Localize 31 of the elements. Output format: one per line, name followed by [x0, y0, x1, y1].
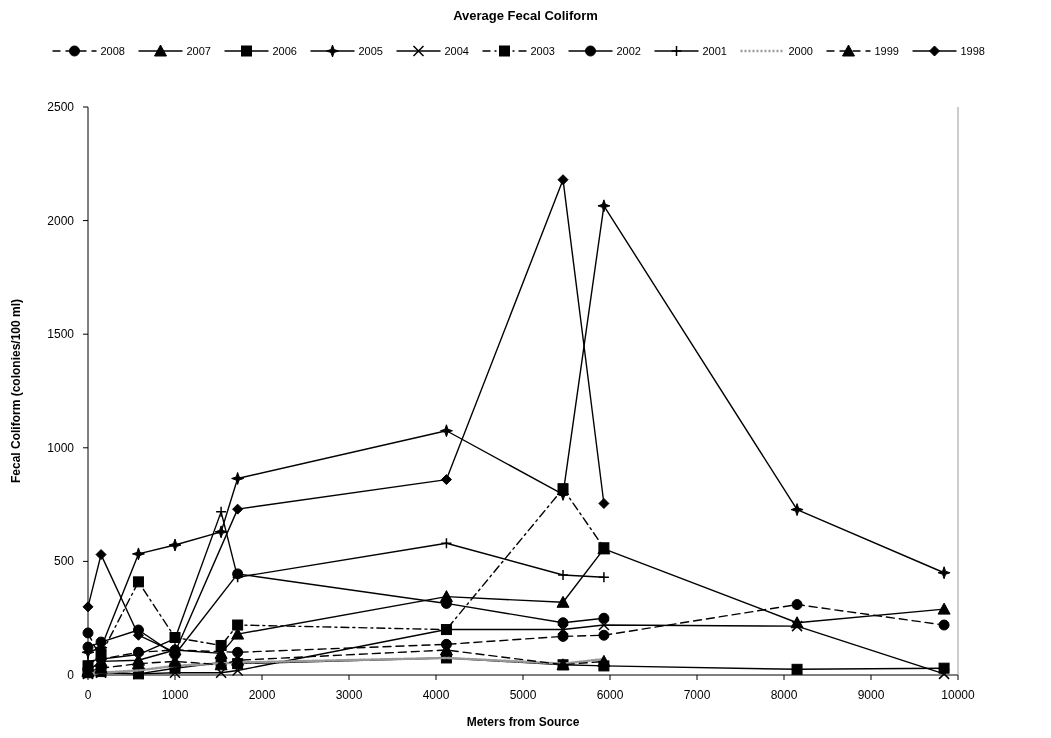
x-tick-label: 8000	[770, 688, 798, 702]
legend-label: 2005	[358, 45, 383, 57]
chart-title: Average Fecal Coliform	[453, 8, 598, 23]
x-tick-label: 10000	[941, 688, 976, 702]
y-tick-label: 500	[53, 554, 75, 569]
legend-label: 2004	[444, 45, 469, 57]
y-tick-label: 1000	[47, 440, 75, 455]
x-tick-label: 3000	[335, 688, 363, 702]
legend-label: 1998	[960, 45, 985, 57]
legend-label: 2007	[186, 45, 211, 57]
x-tick-label: 1000	[161, 688, 189, 702]
x-tick-label: 5000	[509, 688, 537, 702]
y-tick-label: 1500	[47, 327, 75, 342]
x-tick-label: 7000	[683, 688, 711, 702]
legend-label: 2001	[702, 45, 727, 57]
x-tick-label: 2000	[248, 688, 276, 702]
y-tick-label: 2500	[47, 100, 75, 114]
legend-label: 2006	[272, 45, 297, 57]
x-tick-label: 4000	[422, 688, 450, 702]
legend-label: 2002	[616, 45, 641, 57]
y-tick-label: 0	[67, 668, 75, 682]
legend-label: 2008	[100, 45, 125, 57]
legend-label: 1999	[874, 45, 899, 57]
x-tick-label: 0	[84, 688, 92, 702]
x-axis-title: Meters from Source	[466, 715, 580, 729]
y-axis-title: Fecal Coliform (colonies/100 ml)	[9, 298, 23, 484]
legend-label: 2000	[788, 45, 813, 57]
y-tick-label: 2000	[47, 213, 75, 228]
x-tick-label: 6000	[596, 688, 624, 702]
legend-label: 2003	[530, 45, 555, 57]
x-tick-label: 9000	[857, 688, 885, 702]
